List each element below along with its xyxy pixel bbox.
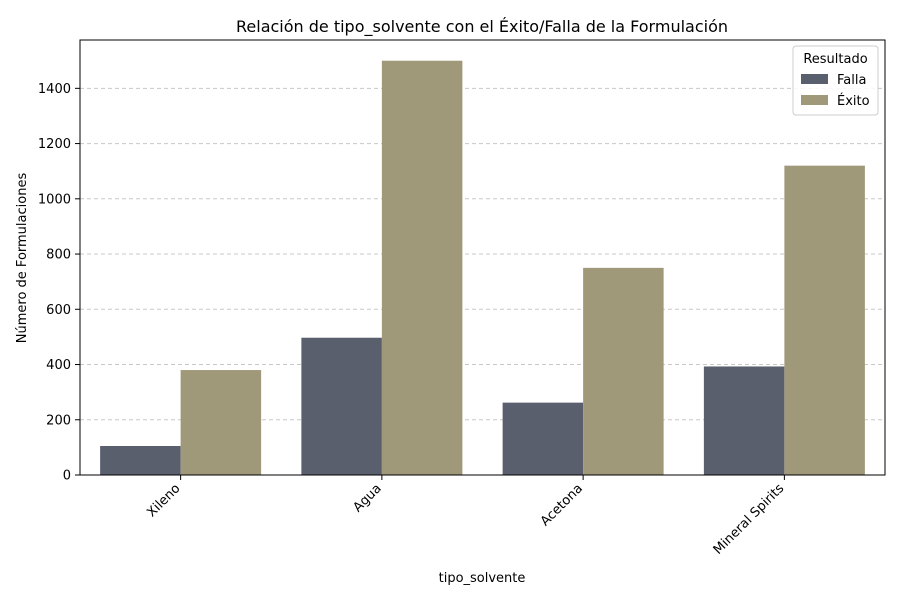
plot-frame bbox=[79, 39, 886, 476]
x-axis-label: tipo_solvente bbox=[439, 571, 526, 586]
legend-label: Falla bbox=[837, 73, 866, 88]
y-tick-label: 600 bbox=[46, 303, 71, 318]
y-tick-label: 400 bbox=[46, 358, 71, 373]
bars bbox=[100, 60, 865, 475]
y-tick-label: 0 bbox=[63, 469, 71, 484]
bar-falla-2 bbox=[502, 402, 584, 475]
bar--xito-2 bbox=[583, 267, 664, 475]
y-tick-label: 800 bbox=[46, 248, 71, 263]
legend-swatch bbox=[801, 74, 828, 84]
y-tick-label: 200 bbox=[46, 413, 71, 428]
y-axis: 0 200 400 600 800 1000 1200 1400 bbox=[38, 82, 80, 484]
y-tick-label: 1000 bbox=[38, 192, 71, 207]
bar-falla-1 bbox=[301, 337, 382, 475]
y-tick-label: 1200 bbox=[38, 137, 71, 152]
legend-title: Resultado bbox=[803, 52, 867, 67]
bar--xito-3 bbox=[784, 165, 865, 475]
y-axis-label: Número de Formulaciones bbox=[15, 173, 30, 344]
bar--xito-0 bbox=[180, 370, 262, 475]
legend-swatch bbox=[801, 95, 828, 105]
bar--xito-1 bbox=[381, 60, 463, 475]
chart-title: Relación de tipo_solvente con el Éxito/F… bbox=[236, 17, 728, 37]
y-tick-label: 1400 bbox=[38, 82, 71, 97]
bar-falla-3 bbox=[703, 366, 785, 475]
legend: Resultado Falla Éxito bbox=[792, 45, 879, 116]
legend-label: Éxito bbox=[837, 93, 870, 109]
bar-falla-0 bbox=[100, 446, 181, 475]
